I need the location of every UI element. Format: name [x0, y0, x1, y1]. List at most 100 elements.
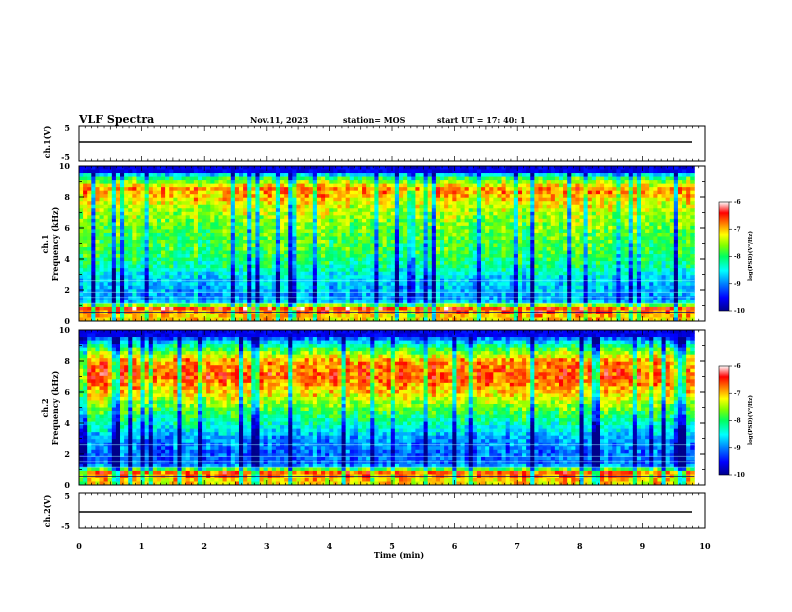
spectrogram-cell	[87, 169, 92, 174]
spectrogram-cell	[292, 292, 297, 297]
spectrogram-cell	[407, 317, 412, 321]
spectrogram-cell	[271, 243, 277, 248]
spectrogram-cell	[378, 257, 383, 262]
spectrogram-cell	[526, 215, 531, 220]
spectrogram-cell	[415, 173, 420, 177]
spectrogram-cell	[321, 215, 326, 220]
spectrogram-cell	[489, 236, 494, 241]
spectrogram-cell	[193, 317, 199, 321]
spectrogram-cell	[165, 187, 170, 192]
spectrogram-cell	[169, 222, 174, 227]
spectrogram-cell	[435, 239, 441, 244]
spectrogram-cell	[522, 194, 527, 199]
spectrogram-cell	[501, 303, 507, 308]
spectrogram-cell	[161, 250, 166, 255]
spectrogram-cell	[481, 313, 486, 318]
spectrogram-cell	[185, 268, 191, 273]
spectrogram-cell	[505, 173, 511, 177]
spectrogram-cell	[144, 218, 150, 223]
spectrogram-cell	[83, 254, 88, 258]
spectrogram-cell	[243, 229, 248, 234]
spectrogram-cell	[460, 211, 466, 216]
spectrogram-cell	[296, 282, 301, 287]
spectrogram-cell	[238, 239, 244, 244]
spectrogram-cell	[468, 197, 474, 202]
spectrogram-cell	[280, 201, 285, 206]
spectrogram-cell	[378, 306, 383, 311]
spectrogram-cell	[136, 239, 141, 244]
spectrogram-cell	[370, 201, 375, 206]
spectrogram-cell	[431, 173, 437, 177]
spectrogram-cell	[538, 190, 543, 195]
spectrogram-cell	[329, 222, 334, 227]
spectrogram-cell	[517, 271, 523, 276]
spectrogram-cell	[103, 229, 109, 234]
spectrogram-cell	[156, 180, 162, 185]
spectrogram-cell	[128, 180, 133, 185]
spectrogram-cell	[156, 306, 162, 311]
spectrogram-cell	[378, 211, 383, 216]
spectrogram-cell	[132, 268, 137, 273]
spectrogram-cell	[255, 292, 260, 297]
spectrogram-cell	[296, 239, 301, 244]
spectrogram-cell	[152, 225, 158, 230]
spectrogram-cell	[374, 225, 379, 230]
spectrogram-cell	[431, 229, 437, 234]
spectrogram-cell	[91, 190, 96, 195]
spectrogram-cell	[337, 232, 342, 237]
spectrogram-cell	[513, 306, 519, 311]
spectrogram-cell	[403, 257, 408, 262]
spectrogram-cell	[230, 190, 236, 195]
spectrogram-cell	[530, 306, 535, 311]
spectrogram-cell	[83, 282, 88, 287]
spectrogram-cell	[280, 173, 285, 177]
spectrogram-cell	[124, 257, 129, 262]
spectrogram-cell	[206, 296, 211, 301]
spectrogram-cell	[448, 317, 453, 321]
spectrogram-cell	[214, 183, 219, 188]
spectrogram-cell	[234, 313, 240, 318]
spectrogram-cell	[460, 299, 466, 304]
spectrogram-cell	[218, 190, 223, 195]
spectrogram-cell	[103, 282, 109, 287]
spectrogram-cell	[530, 247, 535, 251]
spectrogram-cell	[398, 225, 404, 230]
spectrogram-cell	[148, 239, 154, 244]
spectrogram-cell	[353, 197, 359, 202]
spectrogram-cell	[304, 222, 310, 227]
spectrogram-cell	[243, 197, 248, 202]
spectrogram-cell	[407, 254, 412, 258]
spectrogram-cell	[321, 271, 326, 276]
spectrogram-cell	[87, 289, 92, 294]
spectrogram-cell	[485, 215, 490, 220]
spectrogram-cell	[427, 303, 433, 308]
spectrogram-cell	[415, 169, 420, 174]
spectrogram-cell	[230, 303, 236, 308]
spectrogram-cell	[325, 292, 330, 297]
spectrogram-cell	[79, 215, 84, 220]
spectrogram-cell	[148, 285, 154, 290]
spectrogram-cell	[156, 289, 162, 294]
spectrogram-cell	[444, 208, 449, 213]
spectrogram-cell	[534, 268, 539, 273]
spectrogram-cell	[526, 239, 531, 244]
spectrogram-cell	[444, 173, 449, 177]
spectrogram-cell	[378, 261, 383, 266]
spectrogram-cell	[522, 169, 527, 174]
spectrogram-cell	[431, 201, 437, 206]
spectrogram-cell	[362, 169, 367, 174]
spectrogram-cell	[103, 173, 109, 177]
spectrogram-cell	[173, 201, 178, 206]
spectrogram-cell	[284, 264, 289, 269]
spectrogram-cell	[460, 275, 466, 280]
spectrogram-cell	[156, 268, 162, 273]
spectrogram-cell	[460, 187, 466, 192]
spectrogram-cell	[485, 261, 490, 266]
spectrogram-cell	[419, 169, 424, 174]
spectrogram-cell	[230, 285, 236, 290]
spectrogram-cell	[382, 313, 388, 318]
spectrogram-cell	[431, 292, 437, 297]
spectrogram-cell	[210, 264, 215, 269]
spectrogram-cell	[238, 194, 244, 199]
spectrogram-cell	[243, 190, 248, 195]
